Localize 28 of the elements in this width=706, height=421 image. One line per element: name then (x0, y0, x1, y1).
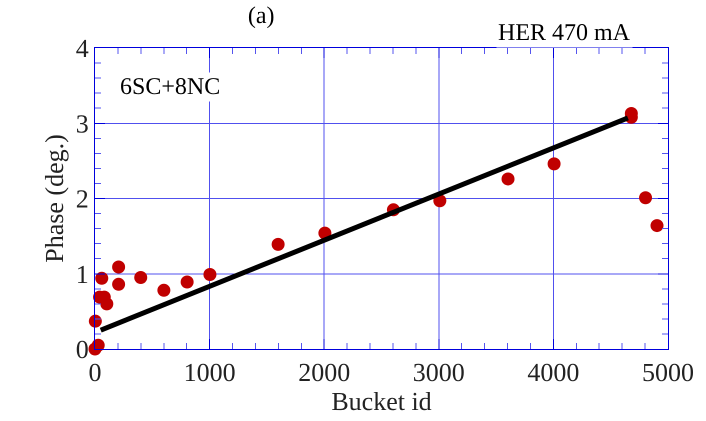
y-tick-label: 1 (76, 260, 89, 289)
y-axis-title: Phase (deg.) (40, 134, 70, 263)
x-tick-label: 4000 (527, 358, 580, 388)
point (95, 272, 108, 285)
text: HER 470 mA (498, 20, 631, 46)
point (180, 276, 194, 289)
x-tick-label: 2000 (298, 358, 350, 388)
point (639, 191, 652, 204)
chart-title: (a) (248, 3, 275, 30)
x-tick-label: 3000 (412, 358, 465, 388)
point (112, 260, 126, 274)
point (100, 297, 114, 310)
point (272, 238, 285, 251)
y-tick-label: 0 (76, 335, 89, 364)
point (157, 284, 170, 297)
x-tick-label: 1000 (184, 358, 236, 388)
y-tick-label: 3 (76, 109, 89, 138)
point (502, 172, 515, 186)
x-tick-label: 5000 (642, 358, 694, 388)
point (134, 271, 148, 284)
x-axis-title: Bucket id (331, 387, 432, 416)
y-tick-label: 2 (76, 184, 89, 214)
annotation: 6SC+8NC (120, 74, 220, 100)
point (112, 278, 126, 291)
point (650, 219, 664, 232)
point (548, 157, 561, 170)
y-tick-label: 4 (76, 34, 89, 64)
point (203, 268, 216, 281)
